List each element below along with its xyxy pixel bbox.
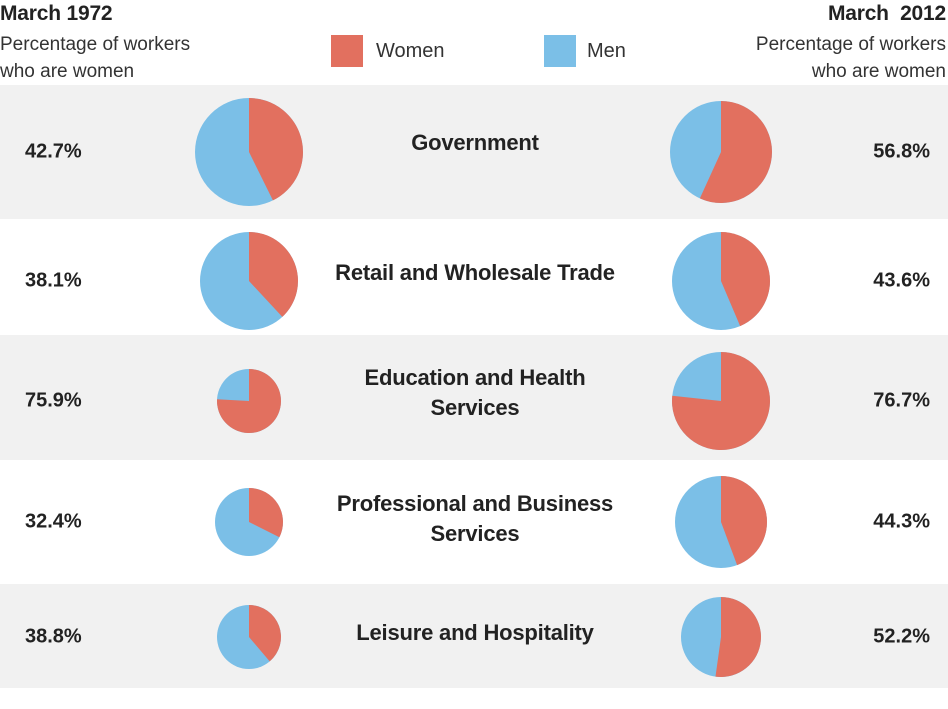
pct-1972-government: 42.7% [25,140,82,163]
pct-2012-education-and-health-services: 76.7% [873,389,930,412]
right-subtitle-line-2: who are women [811,61,946,82]
pct-2012-retail-and-wholesale-trade: 43.6% [873,269,930,292]
pie-1972-education-and-health-services-pie [217,369,281,433]
pct-2012-professional-and-business-services: 44.3% [873,510,930,533]
pie-1972-retail-and-wholesale-trade-women-slice [249,232,298,317]
pie-2012-leisure-and-hospitality-women-slice [715,597,761,677]
pie-2012-government-women-slice [699,101,772,203]
category-label-leisure-and-hospitality: Leisure and Hospitality [300,618,650,648]
left-year-title: March 1972 [0,2,113,25]
pie-1972-leisure-and-hospitality-women-slice [249,605,281,662]
row-leisure-and-hospitality [0,584,948,688]
pie-1972-government-women-slice [249,98,303,201]
pie-1972-education-and-health-services-women-slice [217,369,281,433]
pie-2012-retail-and-wholesale-trade-pie [672,232,770,330]
pie-2012-government-pie [670,101,772,203]
pct-1972-professional-and-business-services: 32.4% [25,510,82,533]
category-line: Leisure and Hospitality [356,620,594,645]
category-label-government: Government [300,128,650,158]
pct-2012-government: 56.8% [873,140,930,163]
pct-1972-leisure-and-hospitality: 38.8% [25,625,82,648]
category-label-retail-and-wholesale-trade: Retail and Wholesale Trade [300,258,650,288]
right-year-title: March 2012 [827,2,946,25]
pie-1972-professional-and-business-services-pie [215,488,283,556]
pie-2012-professional-and-business-services-pie [675,476,767,568]
category-line: Government [411,130,539,155]
left-subtitle-line-2: who are women [0,61,135,82]
pie-1972-government-pie [195,98,303,206]
category-line: Services [430,521,520,546]
legend-women-swatch [331,35,363,67]
row-government [0,85,948,219]
category-line: Education and Health [364,365,586,390]
category-line: Retail and Wholesale Trade [335,260,615,285]
category-line: Professional and Business [336,491,614,516]
legend-men-label: Men [587,40,626,62]
pie-2012-professional-and-business-services-women-slice [721,476,767,566]
pie-1972-professional-and-business-services-women-slice [249,488,283,538]
legend-women-label: Women [376,40,445,62]
pie-2012-education-and-health-services-women-slice [672,352,770,450]
pct-2012-leisure-and-hospitality: 52.2% [873,625,930,648]
right-subtitle-line-1: Percentage of workers [755,34,946,55]
legend-men-swatch [544,35,576,67]
category-line: Services [430,395,520,420]
category-label-education-and-health-services: Education and Health Services [300,363,650,423]
category-label-professional-and-business-services: Professional and Business Services [300,489,650,549]
pct-1972-education-and-health-services: 75.9% [25,389,82,412]
pie-2012-education-and-health-services-pie [672,352,770,450]
row-education-and-health-services [0,335,948,460]
row-partial [0,688,948,709]
pct-1972-retail-and-wholesale-trade: 38.1% [25,269,82,292]
left-subtitle-line-1: Percentage of workers [0,34,191,55]
pie-2012-retail-and-wholesale-trade-women-slice [721,232,770,327]
pie-1972-retail-and-wholesale-trade-pie [200,232,298,330]
pie-1972-leisure-and-hospitality-pie [217,605,281,669]
pie-2012-leisure-and-hospitality-pie [681,597,761,677]
